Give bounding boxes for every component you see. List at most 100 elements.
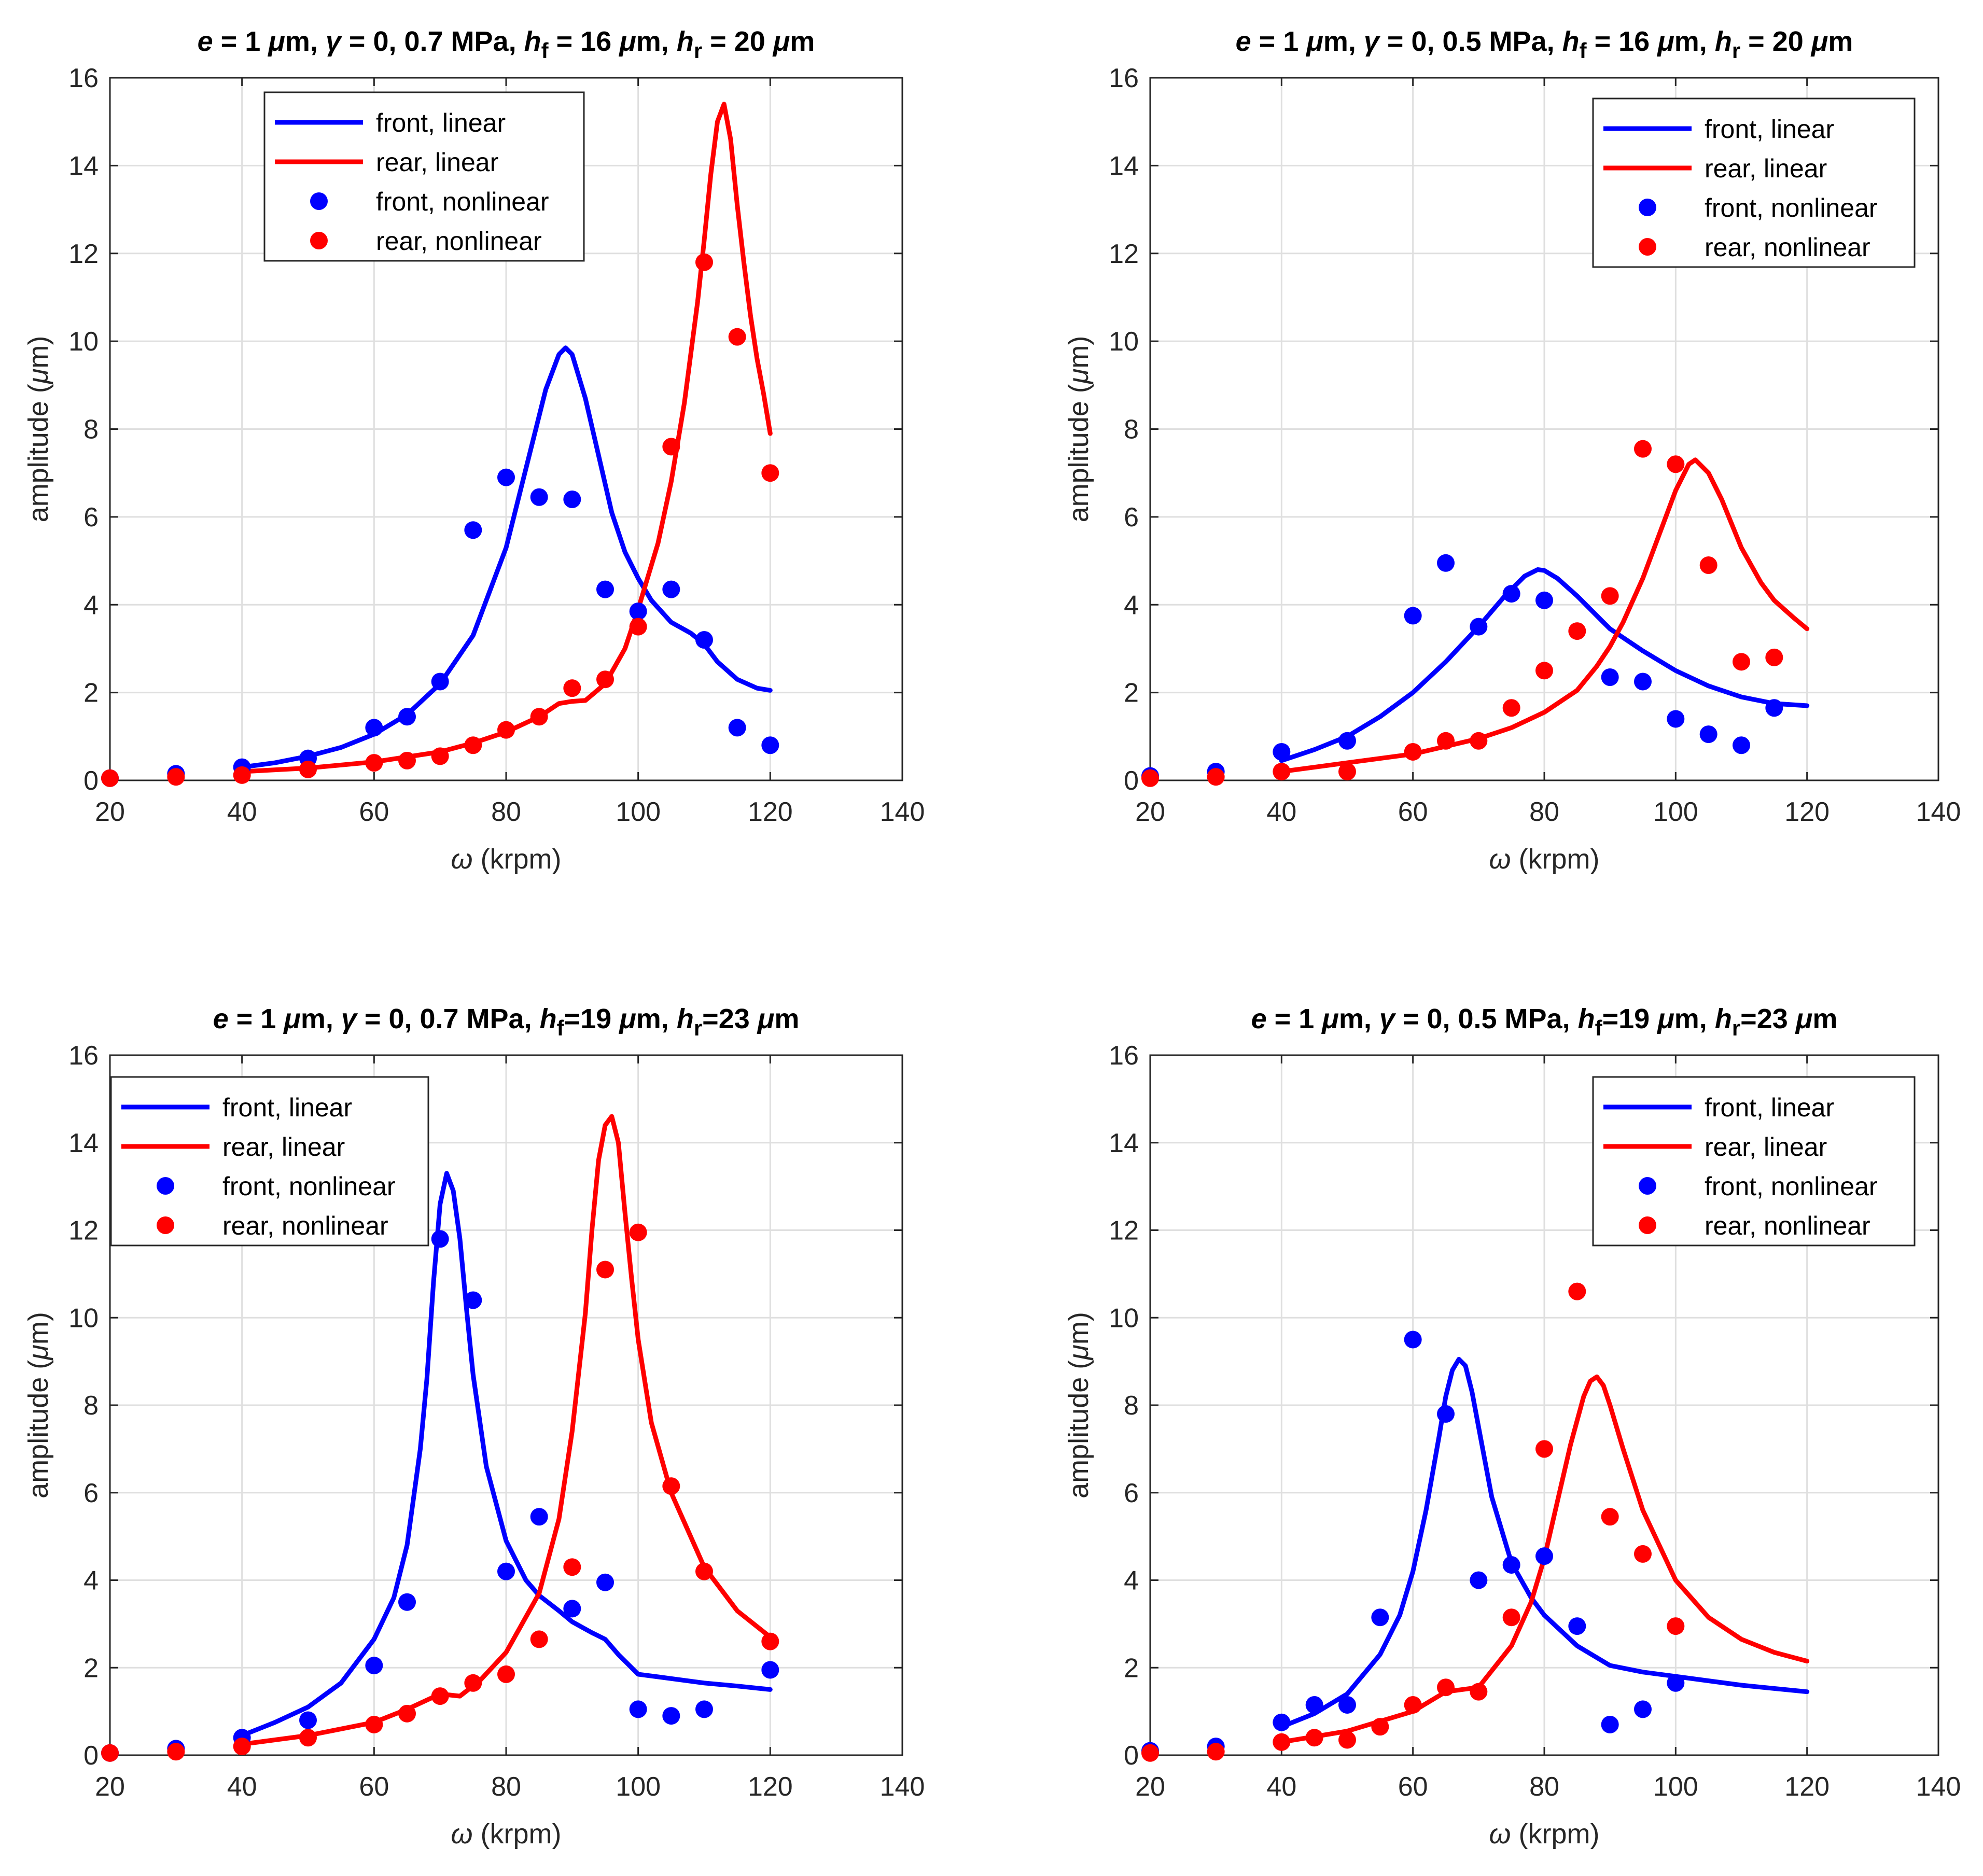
x-tick-label: 60: [359, 1772, 389, 1802]
data-point: [1338, 1731, 1356, 1749]
data-point: [1699, 725, 1717, 744]
text-part: h: [1562, 26, 1580, 57]
text-part: γ: [326, 26, 343, 57]
data-point: [1404, 1331, 1422, 1349]
legend-label: front, nonlinear: [376, 187, 549, 216]
y-tick-label: 2: [1124, 1653, 1139, 1683]
data-point: [464, 1291, 482, 1309]
y-tick-label: 6: [83, 502, 99, 533]
data-point: [1502, 699, 1520, 717]
x-tick-label: 20: [1135, 797, 1165, 827]
data-point: [1568, 1282, 1586, 1300]
x-axis-label: ω (krpm): [451, 844, 561, 875]
data-point: [1667, 455, 1685, 473]
text-part: f: [1580, 38, 1587, 63]
data-point: [233, 1738, 251, 1756]
text-part: μ: [1063, 1345, 1094, 1361]
data-point: [1699, 556, 1717, 575]
y-tick-label: 6: [1124, 1478, 1139, 1508]
data-point: [1601, 1715, 1619, 1733]
data-point: [1765, 699, 1783, 717]
data-point: [629, 618, 647, 636]
data-point: [1273, 1733, 1291, 1751]
text-part: μ: [1063, 369, 1094, 385]
x-tick-label: 60: [1398, 797, 1428, 827]
data-point: [761, 736, 779, 754]
legend-label: front, linear: [1705, 1093, 1834, 1122]
chart-panel-3: 20 40 60 80 100 120 140 0 2 4 6 8 10 12 14 16 e = 1 μm, …: [23, 1003, 925, 1850]
series-line-rear-linear: [240, 102, 773, 774]
y-tick-label: 10: [68, 327, 99, 357]
text-part: ω: [451, 1818, 472, 1850]
data-point: [101, 1744, 119, 1762]
data-point: [1141, 1744, 1159, 1762]
text-part: (krpm): [473, 844, 562, 875]
x-tick-label: 120: [748, 797, 793, 827]
text-part: μ: [1305, 26, 1323, 57]
text-part: f: [557, 1016, 565, 1040]
data-point: [695, 1700, 713, 1718]
data-point: [497, 721, 515, 739]
data-point: [1667, 1617, 1685, 1635]
y-tick-label: 4: [83, 1566, 99, 1596]
y-tick-label: 8: [83, 1391, 99, 1421]
x-tick-label: 60: [1398, 1772, 1428, 1802]
text-part: m): [1063, 1312, 1094, 1345]
data-point: [1470, 618, 1488, 636]
data-point: [464, 736, 482, 754]
data-point: [563, 1600, 581, 1618]
data-point: [1667, 1674, 1685, 1692]
text-part: μ: [1810, 26, 1828, 57]
data-point: [464, 521, 482, 539]
text-part: m,: [1674, 1003, 1715, 1034]
text-part: μ: [618, 1003, 636, 1034]
legend-label: rear, linear: [222, 1132, 345, 1161]
text-part: e: [1251, 1003, 1267, 1034]
y-tick-label: 12: [1109, 239, 1139, 269]
data-point: [1634, 1700, 1652, 1718]
y-tick-label: 12: [68, 1216, 99, 1246]
y-tick-label: 0: [83, 1741, 99, 1771]
text-part: m,: [1339, 1003, 1379, 1034]
chart-title: e = 1 μm, γ = 0, 0.5 MPa, hf=19 μm, hr=2…: [1251, 1003, 1838, 1040]
data-point: [1601, 1508, 1619, 1526]
data-point: [1371, 1718, 1389, 1736]
text-part: m,: [301, 1003, 341, 1034]
text-part: = 0, 0.7 MPa,: [341, 26, 524, 57]
data-point: [695, 253, 713, 271]
x-tick-label: 100: [616, 797, 661, 827]
y-tick-label: 14: [1109, 1128, 1139, 1158]
x-tick-label: 20: [95, 797, 125, 827]
data-point: [1470, 1571, 1488, 1589]
y-tick-label: 10: [68, 1303, 99, 1333]
text-part: = 1: [1251, 26, 1307, 57]
text-part: h: [677, 1003, 694, 1034]
series-points-rear-nonlinear: [1141, 440, 1783, 787]
data-point: [1667, 710, 1685, 728]
y-tick-label: 10: [1109, 1303, 1139, 1333]
x-tick-label: 80: [491, 1772, 521, 1802]
series-points-rear-nonlinear: [101, 1223, 779, 1762]
x-axis-label: ω (krpm): [1489, 1818, 1599, 1850]
text-part: m: [774, 1003, 799, 1034]
series-line-rear-linear: [1279, 1374, 1810, 1745]
y-tick-label: 14: [68, 151, 99, 181]
x-tick-label: 40: [227, 1772, 257, 1802]
data-point: [365, 754, 383, 772]
series-points-front-nonlinear: [1141, 554, 1783, 785]
legend: front, linear rear, linear front, nonlinea…: [110, 1076, 429, 1247]
data-point: [629, 1223, 647, 1241]
text-part: γ: [341, 1003, 358, 1034]
data-point: [1305, 1696, 1323, 1714]
text-part: =19: [1602, 1003, 1658, 1034]
text-part: m,: [1323, 26, 1364, 57]
text-part: μ: [267, 26, 285, 57]
data-point: [728, 328, 746, 346]
legend-label: front, linear: [222, 1093, 352, 1122]
data-point: [761, 464, 779, 482]
text-part: = 0, 0.5 MPa,: [1395, 1003, 1578, 1034]
data-point: [530, 488, 548, 506]
data-point: [596, 1573, 614, 1591]
text-part: amplitude (: [23, 384, 54, 522]
data-point: [1437, 1405, 1455, 1423]
